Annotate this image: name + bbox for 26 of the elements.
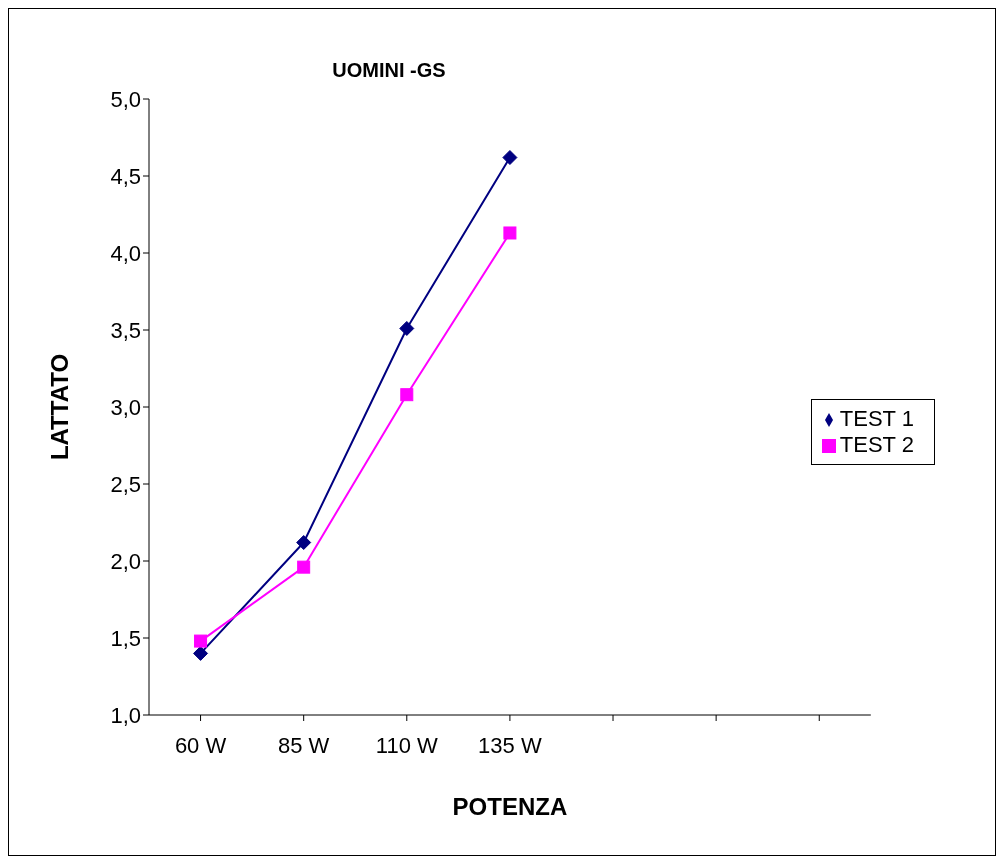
point [296,535,312,551]
y-tick-label: 1,5 [110,625,141,651]
y-tick-label: 2,0 [110,548,141,574]
point [502,150,518,166]
point [400,388,414,402]
x-axis-title: POTENZA [452,793,568,820]
point [194,634,208,648]
y-tick-label: 5,0 [110,86,141,112]
y-tick-label: 2,5 [110,471,141,497]
point [297,560,311,574]
point [399,320,415,336]
y-tick-label: 3,0 [110,394,141,420]
x-tick-label: 60 W [174,732,227,758]
chart-title: UOMINI -GS [331,59,447,82]
y-tick-label: 4,5 [110,163,141,189]
legend-label: TEST 2 [839,432,914,457]
point [193,645,209,661]
y-tick-label: 4,0 [110,240,141,266]
legend-label: TEST 1 [839,406,914,431]
point [503,226,517,240]
x-tick-label: 110 W [375,732,438,758]
y-tick-label: 3,5 [110,317,141,343]
y-tick-label: 1,0 [110,702,141,728]
y-axis-title: LATTATO [45,353,73,461]
x-tick-label: 135 W [478,732,542,758]
x-tick-label: 85 W [277,732,330,758]
